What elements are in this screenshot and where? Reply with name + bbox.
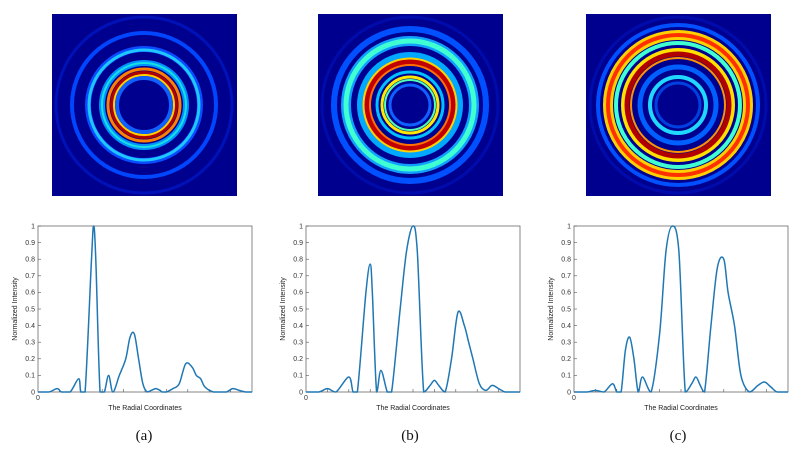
- y-tick-label-c: 1: [567, 223, 571, 230]
- y-tick-label-a: 0.4: [25, 323, 35, 330]
- y-tick-label-c: 0.6: [561, 290, 571, 297]
- plot-frame-a: [37, 225, 253, 393]
- y-tick-label-c: 0: [567, 389, 571, 396]
- subfigure-label-c: (c): [669, 428, 687, 444]
- y-tick-label-b: 0.7: [293, 273, 303, 280]
- intensity-map-a: [52, 14, 237, 196]
- x-axis-label-a: The Radial Coordinates: [108, 405, 182, 412]
- x-axis-label-c: The Radial Coordinates: [644, 405, 718, 412]
- series-line-a: [38, 225, 252, 393]
- y-tick-label-a: 0.2: [25, 356, 35, 363]
- y-tick-label-c: 0.9: [561, 240, 571, 247]
- y-axis-label-b: Normalized Intensity: [280, 277, 287, 341]
- y-axis-label-c: Normalized Intensity: [548, 277, 555, 341]
- y-tick-label-b: 0.1: [293, 373, 303, 380]
- y-tick-label-c: 0.4: [561, 323, 571, 330]
- subfigure-label-a: (a): [135, 428, 153, 444]
- x-tick-label-b: 0: [304, 395, 308, 402]
- y-tick-label-c: 0.7: [561, 273, 571, 280]
- plot-a-svg: 0 0.1 0.2 0.3 0.4 0.5 0.6 0.7 0.8 0.9 1 0 The Radial…: [12, 223, 253, 412]
- plot-frame-b: [305, 225, 521, 393]
- y-tick-label-a: 0.7: [25, 273, 35, 280]
- subfigure-label-b: (b): [401, 428, 419, 444]
- y-tick-label-a: 0.5: [25, 306, 35, 313]
- y-tick-label-b: 0.3: [293, 340, 303, 347]
- y-tick-label-a: 0.6: [25, 290, 35, 297]
- plot-b-svg: 0 0.1 0.2 0.3 0.4 0.5 0.6 0.7 0.8 0.9 1 0 The Radial…: [280, 223, 521, 412]
- y-tick-label-b: 0.5: [293, 306, 303, 313]
- y-axis-label-a: Normalized Intensity: [12, 277, 19, 341]
- series-line-c: [574, 225, 788, 393]
- intensity-map-a-graphic: [52, 14, 237, 196]
- plot-c-svg: 0 0.1 0.2 0.3 0.4 0.5 0.6 0.7 0.8 0.9 1 0 The Radial…: [548, 223, 789, 412]
- intensity-map-b-graphic: [318, 14, 503, 196]
- y-tick-label-b: 0.9: [293, 240, 303, 247]
- y-tick-label-b: 0: [299, 389, 303, 396]
- y-tick-label-c: 0.5: [561, 306, 571, 313]
- y-tick-label-b: 0.4: [293, 323, 303, 330]
- plot-c: 0 0.1 0.2 0.3 0.4 0.5 0.6 0.7 0.8 0.9 1 0 The Radial…: [536, 214, 798, 414]
- y-tick-label-c: 0.8: [561, 257, 571, 264]
- x-axis-label-b: The Radial Coordinates: [376, 405, 450, 412]
- y-tick-label-c: 0.3: [561, 340, 571, 347]
- y-tick-label-b: 0.6: [293, 290, 303, 297]
- intensity-map-b: [318, 14, 503, 196]
- y-tick-label-a: 0.8: [25, 257, 35, 264]
- y-tick-label-a: 0.9: [25, 240, 35, 247]
- x-tick-label-c: 0: [572, 395, 576, 402]
- y-tick-label-a: 0.1: [25, 373, 35, 380]
- x-tick-label-a: 0: [36, 395, 40, 402]
- plot-b: 0 0.1 0.2 0.3 0.4 0.5 0.6 0.7 0.8 0.9 1 0 The Radial…: [268, 214, 530, 414]
- y-tick-label-a: 1: [31, 223, 35, 230]
- intensity-map-c: [586, 14, 771, 196]
- intensity-map-c-graphic: [586, 14, 771, 196]
- y-tick-label-a: 0: [31, 389, 35, 396]
- y-tick-label-c: 0.1: [561, 373, 571, 380]
- plot-a: 0 0.1 0.2 0.3 0.4 0.5 0.6 0.7 0.8 0.9 1 0 The Radial…: [0, 214, 262, 414]
- y-tick-label-b: 0.8: [293, 257, 303, 264]
- y-tick-label-a: 0.3: [25, 340, 35, 347]
- series-line-b: [306, 225, 520, 393]
- y-tick-label-b: 1: [299, 223, 303, 230]
- y-tick-label-b: 0.2: [293, 356, 303, 363]
- y-tick-label-c: 0.2: [561, 356, 571, 363]
